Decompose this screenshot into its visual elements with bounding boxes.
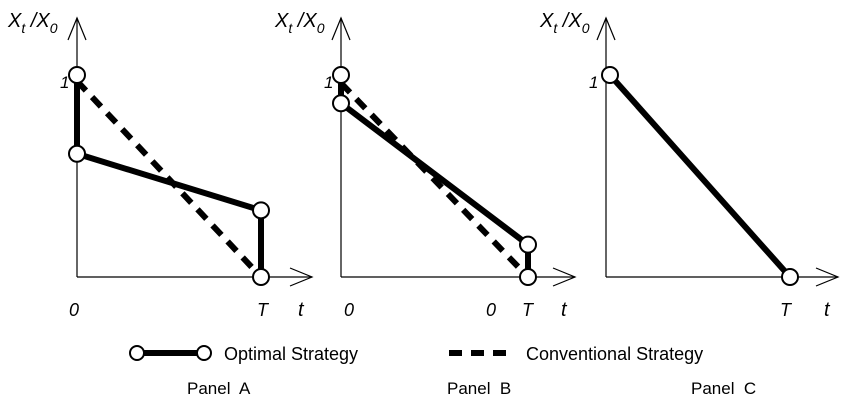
optimal-strategy-point (252, 268, 270, 286)
x-tick-label: T (522, 300, 535, 320)
x-tick-label: T (780, 300, 793, 320)
x-tick-label: 0 (69, 300, 79, 320)
optimal-strategy-line (607, 73, 793, 279)
legend-optimal-label: Optimal Strategy (224, 344, 358, 364)
y-axis-label: Xt /X0 (539, 10, 590, 36)
optimal-strategy-point (68, 66, 86, 84)
legend-conventional-label: Conventional Strategy (526, 344, 703, 364)
x-tick-label: 0 (486, 300, 496, 320)
x-axis-label: t (561, 299, 568, 321)
y-tick-label: 1 (60, 73, 69, 92)
panel-label: Panel B (447, 379, 511, 398)
optimal-strategy-point (252, 201, 270, 220)
x-tick-label: 0 (344, 300, 354, 320)
optimal-strategy-point (332, 66, 350, 84)
panel-c: Xt /X0 1 T t Panel C (539, 10, 840, 398)
legend-optimal-marker-right (196, 345, 212, 361)
optimal-strategy-point (519, 235, 537, 254)
optimal-strategy-line (338, 75, 531, 277)
optimal-strategy-point (601, 66, 619, 84)
x-axis-arrow (552, 267, 577, 287)
optimal-strategy-point (68, 144, 86, 163)
panel-label: Panel A (187, 379, 251, 398)
x-tick-label: T (257, 300, 270, 320)
y-tick-label: 1 (589, 73, 598, 92)
y-axis-arrow (67, 16, 87, 41)
x-axis-label: t (298, 299, 305, 321)
optimal-strategy-point (781, 268, 799, 286)
legend: Optimal Strategy Conventional Strategy (129, 344, 703, 364)
optimal-strategy-line (74, 75, 264, 277)
y-axis-arrow (331, 16, 351, 41)
legend-optimal-marker-left (129, 345, 145, 361)
panel-label: Panel C (691, 379, 756, 398)
y-tick-label: 1 (324, 73, 333, 92)
conventional-strategy-line (338, 80, 531, 280)
optimal-strategy-point (519, 268, 537, 286)
y-axis-arrow (596, 16, 616, 41)
x-axis-label: t (824, 299, 831, 321)
y-axis-label: Xt /X0 (274, 10, 325, 36)
x-axis-arrow (289, 267, 314, 287)
x-axis-arrow (815, 267, 840, 287)
optimal-strategy-point (332, 94, 350, 113)
y-axis-label: Xt /X0 (7, 10, 58, 36)
